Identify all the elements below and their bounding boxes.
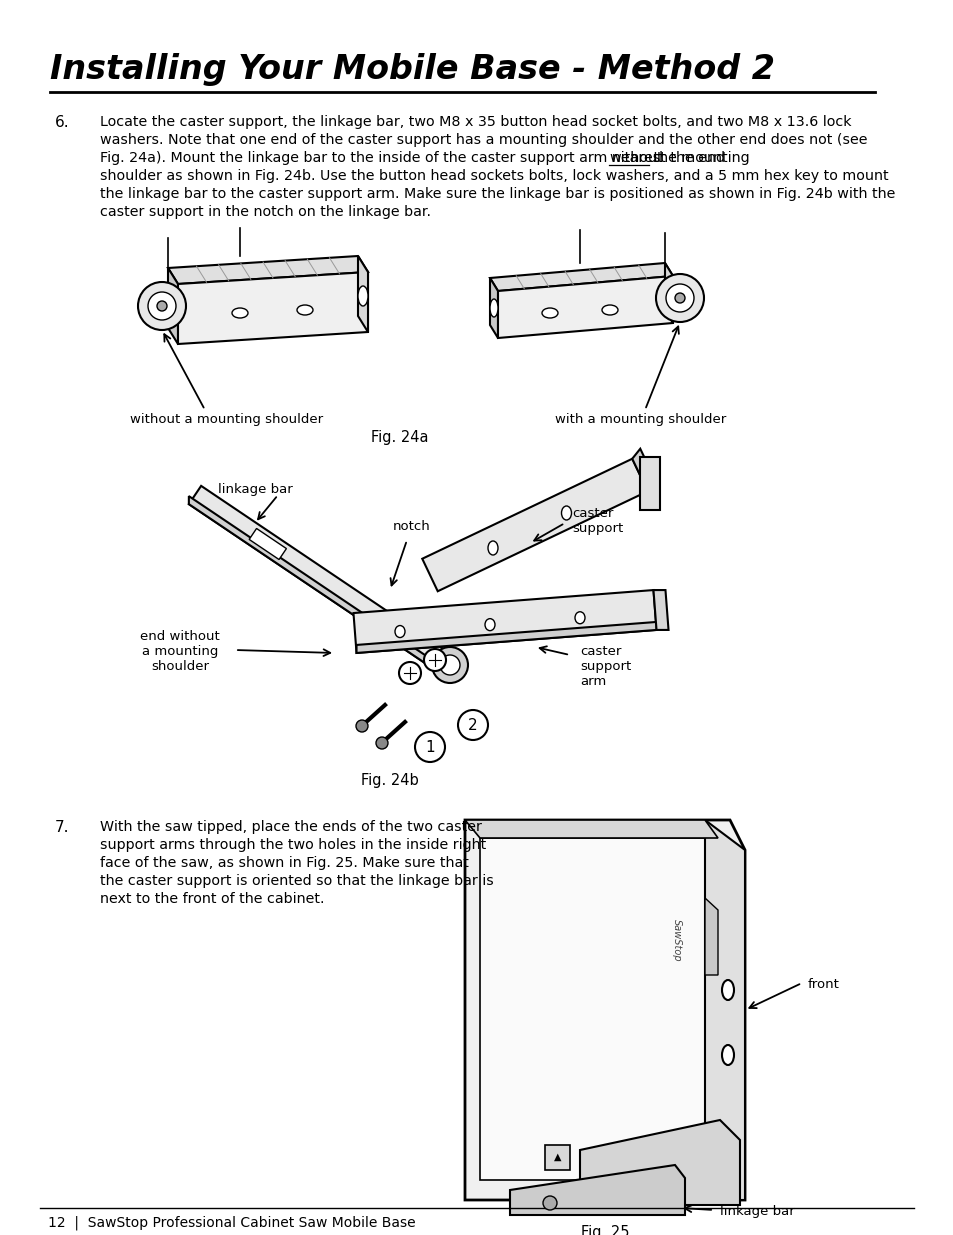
Circle shape [157,301,167,311]
Ellipse shape [721,1045,733,1065]
Text: front: front [807,978,839,990]
Circle shape [675,293,684,303]
Ellipse shape [561,506,571,520]
Ellipse shape [232,308,248,317]
Polygon shape [544,1145,569,1170]
Text: ▲: ▲ [554,1152,561,1162]
Text: Installing Your Mobile Base - Method 2: Installing Your Mobile Base - Method 2 [50,53,774,86]
Text: with a mounting shoulder: with a mounting shoulder [555,412,725,426]
Text: face of the saw, as shown in Fig. 25. Make sure that: face of the saw, as shown in Fig. 25. Ma… [100,856,468,869]
Text: end without
a mounting
shoulder: end without a mounting shoulder [140,630,219,673]
Text: shoulder as shown in Fig. 24b. Use the button head sockets bolts, lock washers, : shoulder as shown in Fig. 24b. Use the b… [100,169,887,183]
Circle shape [457,710,488,740]
Polygon shape [632,448,655,492]
Polygon shape [357,256,368,332]
Text: caster
support
arm: caster support arm [579,645,631,688]
Text: the linkage bar to the caster support arm. Make sure the linkage bar is position: the linkage bar to the caster support ar… [100,186,895,201]
Text: 7.: 7. [55,820,70,835]
Polygon shape [497,275,672,338]
Polygon shape [464,820,718,839]
Text: the caster support is oriented so that the linkage bar is: the caster support is oriented so that t… [100,874,494,888]
Text: without: without [608,151,662,165]
Polygon shape [178,272,368,345]
Text: With the saw tipped, place the ends of the two caster: With the saw tipped, place the ends of t… [100,820,481,834]
Text: 1: 1 [425,740,435,755]
Text: next to the front of the cabinet.: next to the front of the cabinet. [100,892,324,906]
Text: linkage bar: linkage bar [218,483,293,496]
Text: 2: 2 [468,718,477,732]
Polygon shape [249,529,286,559]
Circle shape [423,650,446,671]
Text: Fig. 24b: Fig. 24b [361,773,418,788]
Polygon shape [422,458,647,592]
Polygon shape [168,256,368,284]
Text: Fig. 24a: Fig. 24a [371,430,428,445]
Ellipse shape [488,541,497,555]
Text: notch: notch [393,520,431,534]
Polygon shape [354,590,656,653]
Ellipse shape [357,287,368,306]
Ellipse shape [601,305,618,315]
Polygon shape [510,1165,684,1215]
Polygon shape [579,1120,740,1205]
Circle shape [148,291,175,320]
Circle shape [375,737,388,748]
Circle shape [398,662,420,684]
Ellipse shape [541,308,558,317]
Text: linkage bar: linkage bar [720,1205,794,1218]
Ellipse shape [296,305,313,315]
Ellipse shape [575,611,584,624]
Text: washers. Note that one end of the caster support has a mounting shoulder and the: washers. Note that one end of the caster… [100,133,866,147]
Text: SawStop: SawStop [671,919,681,961]
Text: support arms through the two holes in the inside right: support arms through the two holes in th… [100,839,486,852]
Circle shape [138,282,186,330]
Ellipse shape [395,626,405,637]
Ellipse shape [490,299,497,317]
Ellipse shape [484,619,495,631]
Circle shape [439,655,459,676]
Polygon shape [704,898,718,974]
Text: 6.: 6. [55,115,70,130]
Text: without a mounting shoulder: without a mounting shoulder [130,412,323,426]
Polygon shape [479,839,718,1179]
Circle shape [415,732,444,762]
Circle shape [542,1195,557,1210]
Circle shape [665,284,693,312]
Polygon shape [464,820,744,1200]
Text: caster support in the notch on the linkage bar.: caster support in the notch on the linka… [100,205,431,219]
Polygon shape [189,485,460,679]
Circle shape [432,647,468,683]
Circle shape [355,720,368,732]
Polygon shape [653,590,668,630]
Text: caster
support: caster support [572,508,622,535]
Ellipse shape [721,981,733,1000]
Text: Locate the caster support, the linkage bar, two M8 x 35 button head socket bolts: Locate the caster support, the linkage b… [100,115,851,128]
Text: 12  |  SawStop Professional Cabinet Saw Mobile Base: 12 | SawStop Professional Cabinet Saw Mo… [48,1216,416,1230]
Polygon shape [490,263,672,291]
Polygon shape [356,622,656,653]
Text: the mounting: the mounting [648,151,749,165]
Polygon shape [168,268,178,345]
Text: Fig. 24a). Mount the linkage bar to the inside of the caster support arm nearest: Fig. 24a). Mount the linkage bar to the … [100,151,729,165]
Polygon shape [639,457,659,510]
Polygon shape [664,263,672,324]
Polygon shape [490,278,497,338]
Circle shape [656,274,703,322]
Polygon shape [704,820,744,1200]
Polygon shape [189,496,449,679]
Text: Fig. 25: Fig. 25 [580,1225,629,1235]
